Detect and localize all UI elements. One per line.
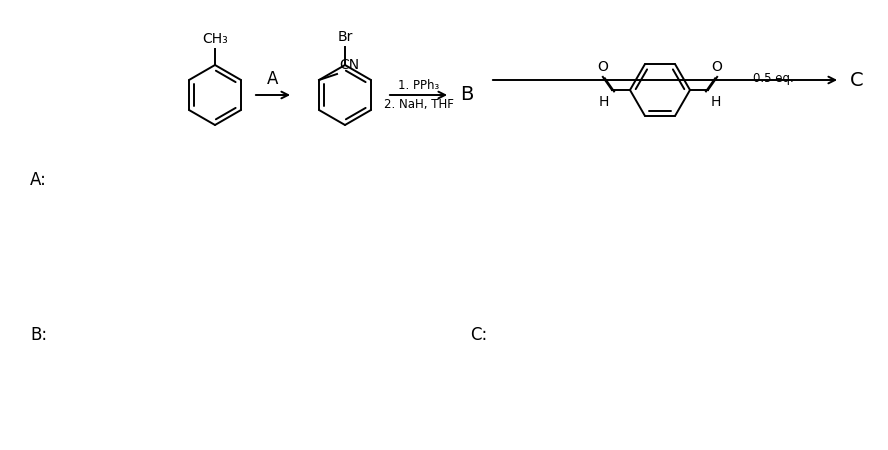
Text: A: A [267, 70, 279, 88]
Text: O: O [598, 60, 608, 74]
Text: 0.5 eq.: 0.5 eq. [753, 72, 794, 85]
Text: C:: C: [470, 326, 488, 344]
Text: O: O [712, 60, 723, 74]
Text: 2. NaH, THF: 2. NaH, THF [384, 98, 454, 111]
Text: CN: CN [339, 58, 359, 72]
Text: B:: B: [30, 326, 47, 344]
Text: H: H [710, 95, 721, 109]
Text: 1. PPh₃: 1. PPh₃ [398, 79, 440, 92]
Text: C: C [850, 71, 864, 90]
Text: B: B [460, 86, 473, 104]
Text: CH₃: CH₃ [202, 32, 228, 46]
Text: A:: A: [30, 171, 47, 189]
Text: Br: Br [337, 30, 353, 44]
Text: H: H [599, 95, 609, 109]
